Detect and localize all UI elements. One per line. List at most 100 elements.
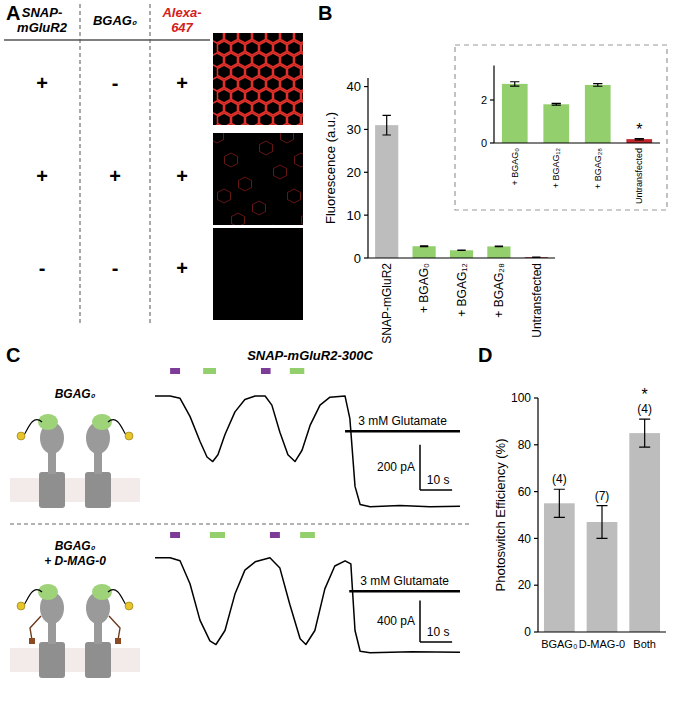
cell-outline xyxy=(246,65,259,79)
cell-outline xyxy=(260,141,273,155)
cell-outline xyxy=(260,65,273,79)
cell-outline xyxy=(213,101,224,115)
dmag-linker xyxy=(30,616,41,640)
y-tick xyxy=(364,215,368,216)
cell-outline xyxy=(295,77,304,91)
header-line: mGluR2 xyxy=(17,20,68,35)
cell-outline xyxy=(239,177,252,191)
cell-sign: - xyxy=(112,72,119,94)
x-axis xyxy=(368,257,555,258)
membrane xyxy=(10,648,140,672)
cell-outline xyxy=(260,89,273,103)
light-pulse xyxy=(210,532,225,538)
bars xyxy=(502,82,652,143)
cell-outline xyxy=(213,77,224,91)
n-label: (4) xyxy=(552,472,567,486)
cell-outline xyxy=(246,113,259,125)
cell-outlines xyxy=(213,133,303,225)
significance-star: * xyxy=(636,121,642,138)
cell-outline xyxy=(295,53,304,67)
y-tick xyxy=(534,444,538,445)
cell-outline xyxy=(267,53,280,67)
error-bar xyxy=(596,506,607,539)
cell-outline xyxy=(218,65,231,79)
receptor-cartoon xyxy=(10,584,140,678)
y-tick xyxy=(364,257,368,258)
current-trace xyxy=(155,558,460,653)
condition-label: BGAG₀ xyxy=(55,387,96,401)
error-bar xyxy=(593,84,602,87)
header-rule xyxy=(4,39,210,40)
header-line: 647 xyxy=(171,20,193,35)
column-header: SNAP-mGluR2 xyxy=(17,5,68,35)
glutamate-bar xyxy=(349,590,460,593)
bar xyxy=(413,246,436,258)
micrograph xyxy=(213,133,303,225)
header-line: Alexa- xyxy=(161,5,201,20)
y-axis xyxy=(367,78,368,258)
stalk xyxy=(48,452,56,474)
cell-outline xyxy=(253,101,266,115)
cell-sign: + xyxy=(176,72,188,94)
column-header: BGAG₀ xyxy=(93,13,137,28)
y-tick-label: 0 xyxy=(524,625,531,639)
x-axis xyxy=(538,631,666,632)
column-divider xyxy=(150,4,151,325)
category-label: + BGAG₁₂ xyxy=(455,263,469,317)
cell-outline xyxy=(267,101,280,115)
cell-outline xyxy=(274,113,287,125)
cell-outline xyxy=(225,77,238,91)
scale-bar-y xyxy=(419,600,421,642)
bar xyxy=(375,125,398,258)
azobenzene xyxy=(17,432,25,440)
n-label: (7) xyxy=(595,489,610,503)
scale-bar-x xyxy=(420,489,452,491)
cell-sign: - xyxy=(39,257,46,279)
cell-sign: + xyxy=(109,165,121,187)
cell-outline xyxy=(239,77,252,91)
cell-sign: + xyxy=(176,257,188,279)
light-pulse xyxy=(300,532,315,538)
cell-outline xyxy=(288,113,301,125)
category-label: + BGAG₂₈ xyxy=(492,263,506,318)
condition-label: + D-MAG-0 xyxy=(44,554,106,568)
panel-letter: C xyxy=(6,344,20,366)
background xyxy=(0,0,677,707)
snap-tag xyxy=(92,584,112,600)
cell-sign: + xyxy=(36,72,48,94)
light-pulse xyxy=(170,368,180,374)
condition-label: BGAG₀ xyxy=(55,539,96,553)
linker xyxy=(108,420,128,436)
scale-label: 10 s xyxy=(427,473,450,487)
y-tick xyxy=(490,99,494,100)
error-bar xyxy=(552,103,561,105)
y-axis-title: Fluorescence (a.u.) xyxy=(323,112,338,224)
cell-outline xyxy=(232,113,245,125)
scale-label: 200 pA xyxy=(377,460,415,474)
cell-outline xyxy=(246,41,259,55)
significance-star: * xyxy=(642,386,648,403)
cell-outline xyxy=(232,213,245,225)
light-pulse xyxy=(290,368,304,374)
y-tick-label: 20 xyxy=(518,578,532,592)
cell-outline xyxy=(295,153,304,167)
category-label: SNAP-mGluR2 xyxy=(380,263,394,344)
cell-outline xyxy=(288,189,301,203)
linker xyxy=(22,590,42,606)
light-pulse xyxy=(270,532,280,538)
column-header: Alexa-647 xyxy=(161,5,201,35)
y-tick-label: 2 xyxy=(481,94,487,106)
bar xyxy=(487,246,510,258)
cell-outline xyxy=(218,113,231,125)
bar xyxy=(585,85,611,143)
receptor-cartoon xyxy=(10,414,140,508)
y-tick xyxy=(534,491,538,492)
cell-outline xyxy=(232,41,245,55)
glutamate-label: 3 mM Glutamate xyxy=(360,574,449,588)
cell-sign: + xyxy=(176,165,188,187)
cell-outline xyxy=(260,113,273,125)
inset-frame xyxy=(455,45,667,210)
cell-sign: + xyxy=(36,165,48,187)
cell-outline xyxy=(288,89,301,103)
y-tick xyxy=(364,172,368,173)
